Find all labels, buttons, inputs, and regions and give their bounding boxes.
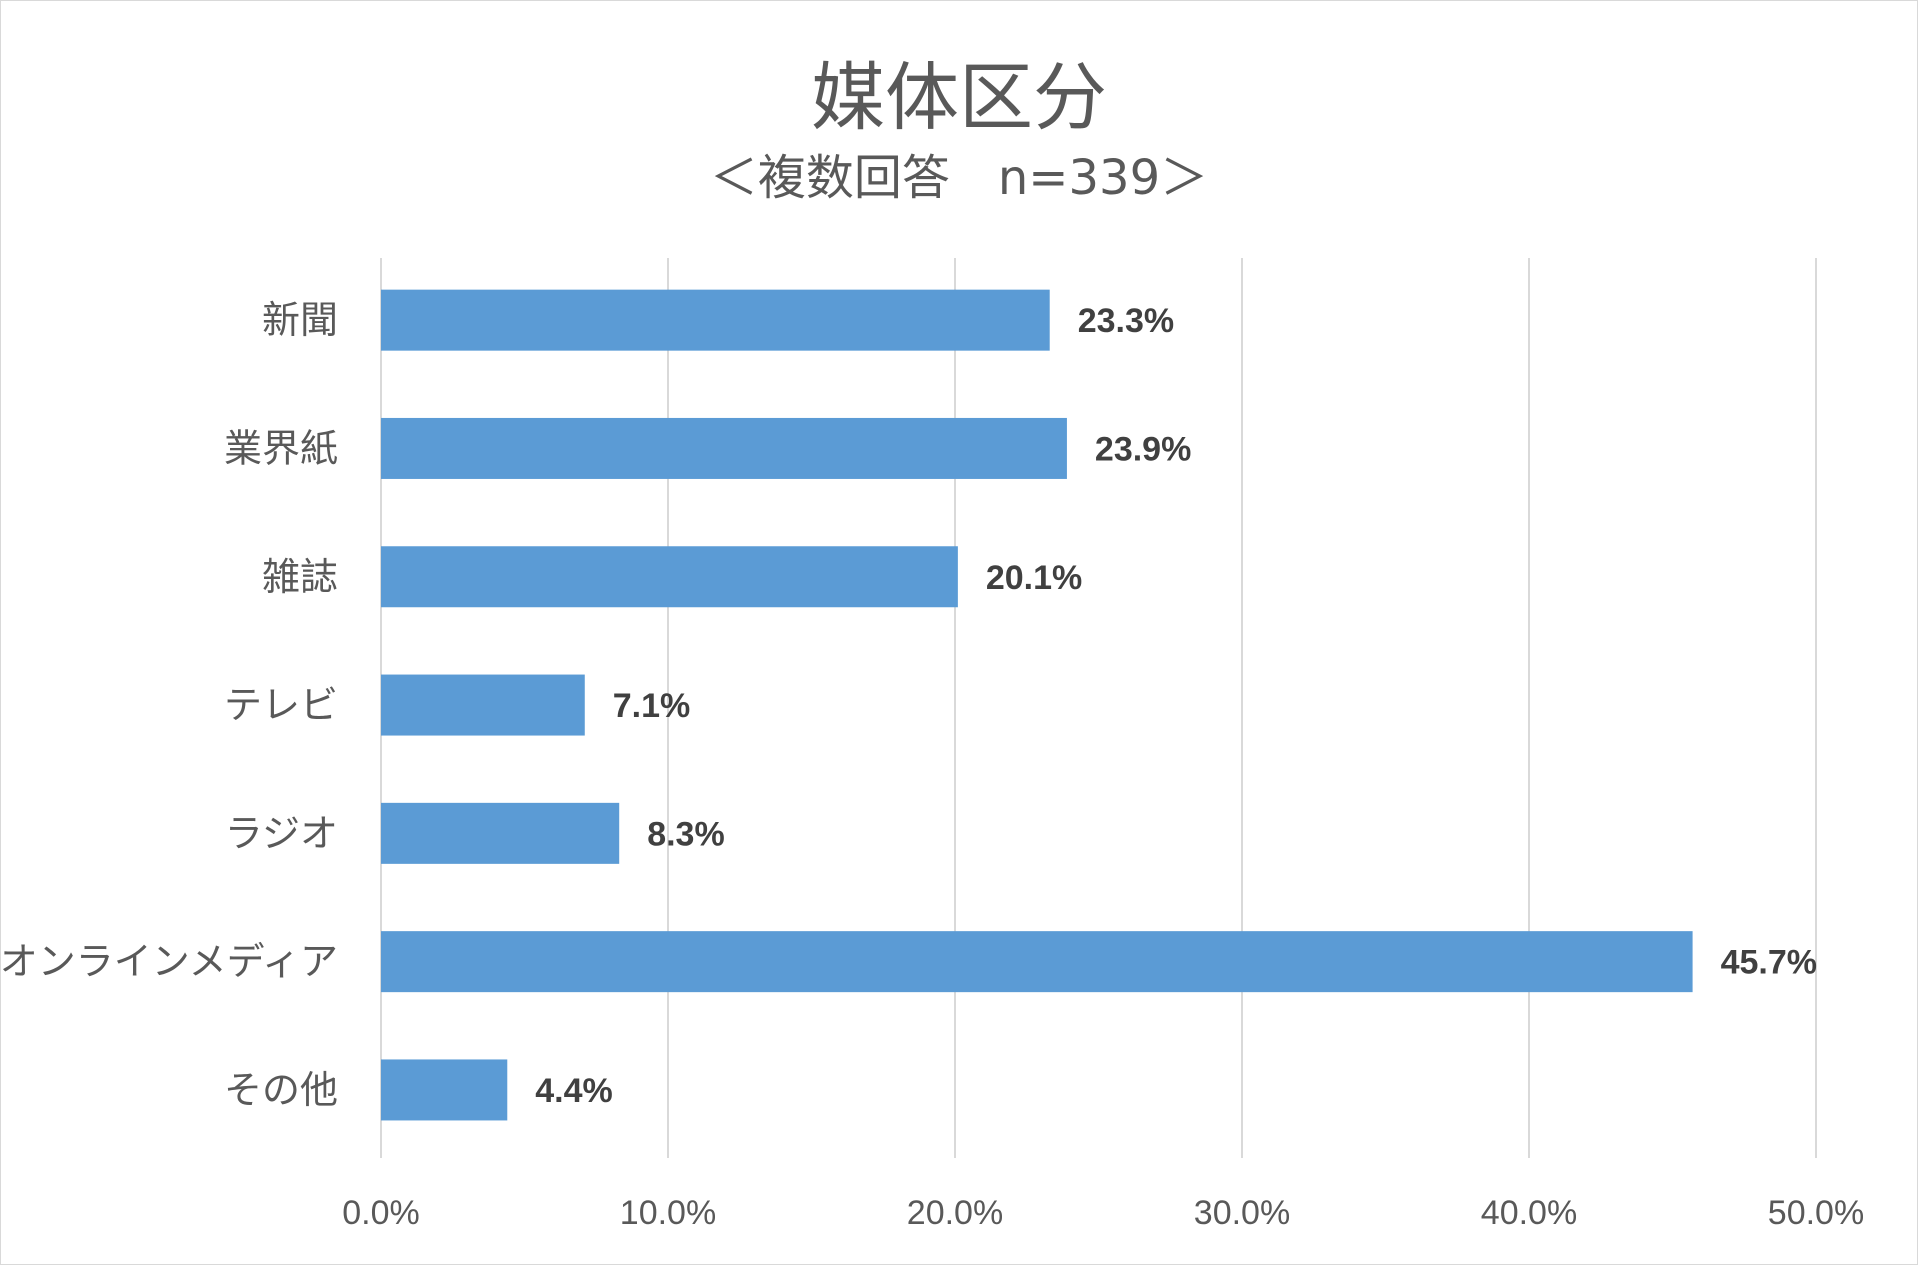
data-labels: 23.3% 23.9% 20.1% 7.1% 8.3% 45.7% 4.4% [535,302,1817,1110]
data-label: 4.4% [535,1072,613,1110]
category-label: その他 [224,1068,338,1112]
category-label: オンラインメディア [0,940,338,984]
category-label: テレビ [224,683,338,727]
bar [381,1059,508,1121]
x-axis-ticks: 0.0% 10.0% 20.0% 30.0% 40.0% 50.0% [342,1194,1864,1232]
x-tick-label: 10.0% [620,1194,716,1232]
bars [381,289,1693,1121]
x-tick-label: 50.0% [1768,1194,1864,1232]
category-label: ラジオ [225,811,338,855]
x-tick-label: 30.0% [1194,1194,1290,1232]
category-label: 業界紙 [224,426,338,470]
chart-title: 媒体区分 [811,55,1107,141]
x-tick-label: 0.0% [342,1194,420,1232]
data-label: 8.3% [647,815,725,853]
grid-lines [380,258,1817,1158]
chart-subtitle: ＜複数回答 n=339＞ [709,150,1209,206]
bar [381,674,585,736]
data-label: 20.1% [986,559,1082,597]
bar [381,546,958,608]
category-label: 新聞 [262,298,338,342]
bar [381,417,1067,479]
data-label: 7.1% [613,687,691,725]
bar [381,802,620,864]
x-tick-label: 20.0% [907,1194,1003,1232]
bar [381,931,1693,993]
data-label: 45.7% [1721,944,1817,982]
bar [381,289,1050,351]
category-label: 雑誌 [262,555,338,599]
data-label: 23.9% [1095,430,1191,468]
data-label: 23.3% [1078,302,1174,340]
x-tick-label: 40.0% [1481,1194,1577,1232]
